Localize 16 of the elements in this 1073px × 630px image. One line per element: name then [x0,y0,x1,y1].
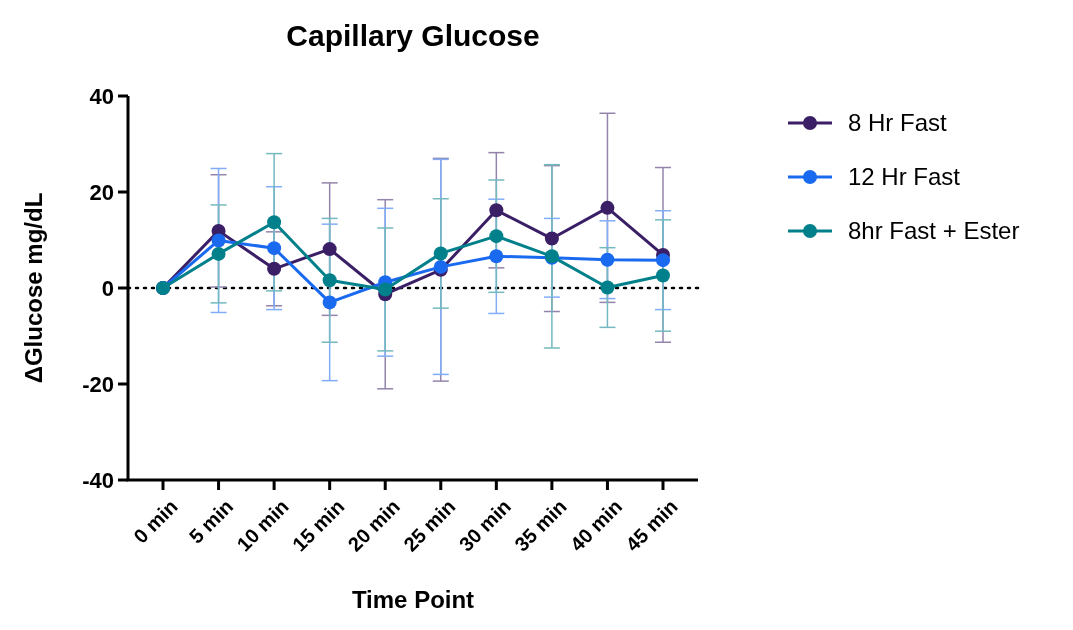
x-tick-label: 35 min [510,495,571,556]
x-tick-label: 0 min [129,495,182,548]
legend-label: 12 Hr Fast [848,163,961,191]
y-tick-label: 0 [101,275,114,301]
x-axis-title: Time Point [351,586,475,613]
x-tick-label: 15 min [288,495,349,556]
chart-title: Capillary Glucose [286,19,540,52]
legend-label: 8 Hr Fast [848,109,948,137]
x-tick-label: 5 min [184,495,238,548]
x-tick-label: 25 min [399,495,460,556]
legend-label: 8hr Fast + Ester [848,217,1020,245]
y-tick-label: 20 [89,179,114,205]
y-tick-label: -20 [82,371,114,397]
y-tick-label: -40 [82,467,114,493]
y-tick-label: 40 [89,83,114,109]
y-axis-title: ΔGlucose mg/dL [20,192,47,384]
